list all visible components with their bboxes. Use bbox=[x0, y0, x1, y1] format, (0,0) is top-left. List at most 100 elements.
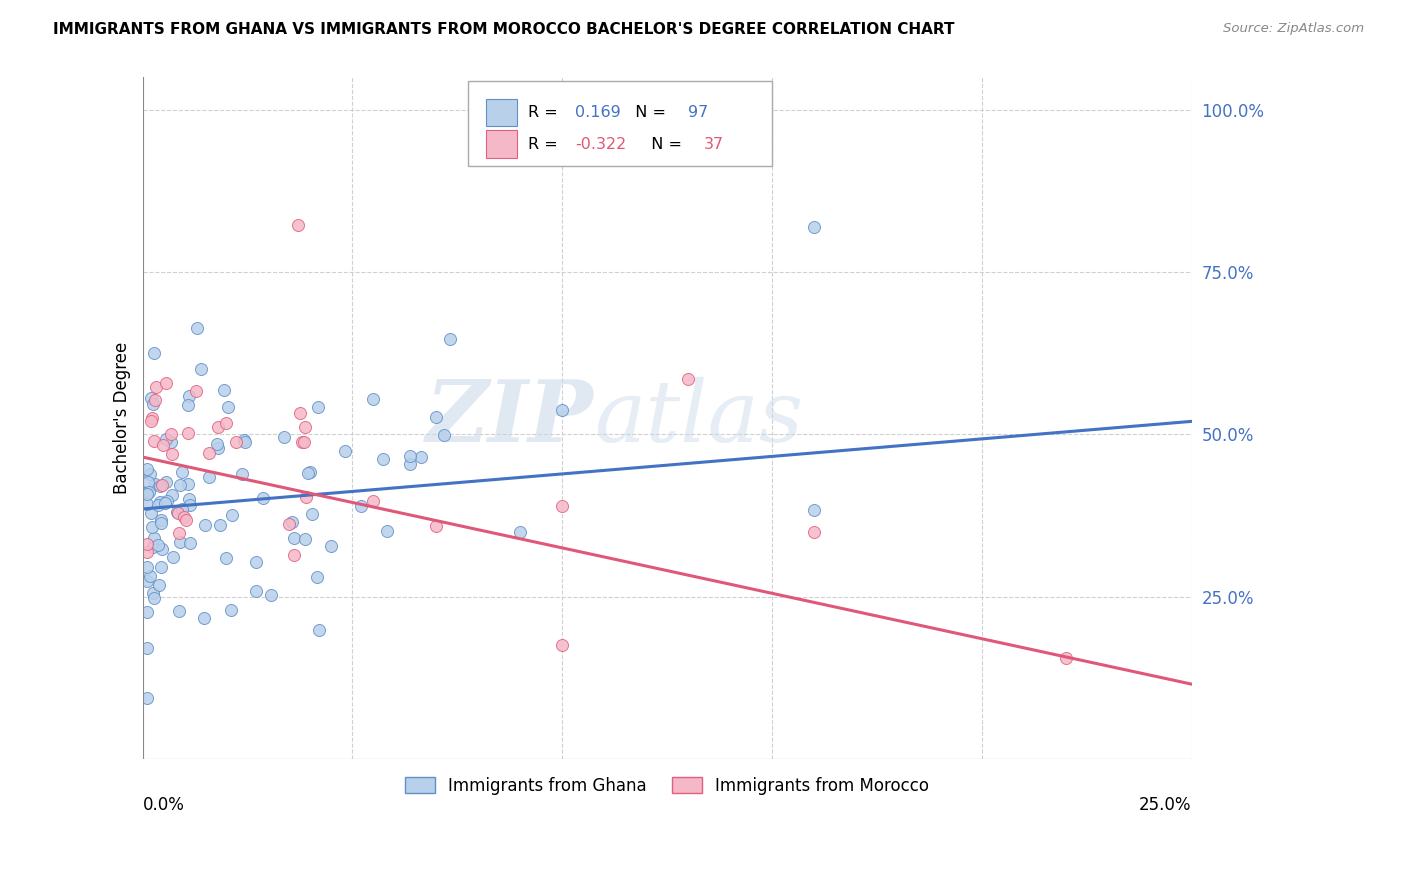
Point bbox=[803, 524, 825, 539]
Point bbox=[139, 506, 162, 520]
Text: -0.322: -0.322 bbox=[575, 136, 626, 152]
Point bbox=[509, 525, 531, 540]
Point bbox=[160, 427, 183, 442]
Point bbox=[167, 525, 190, 540]
Point bbox=[439, 332, 461, 346]
Point bbox=[177, 477, 200, 491]
Point bbox=[139, 392, 162, 406]
Point bbox=[139, 569, 162, 583]
Point bbox=[135, 574, 157, 589]
Text: 97: 97 bbox=[688, 105, 709, 120]
Point bbox=[273, 429, 295, 443]
Point bbox=[155, 376, 177, 391]
Point bbox=[156, 494, 179, 508]
Point bbox=[375, 524, 398, 538]
Point bbox=[217, 400, 239, 414]
Point bbox=[136, 461, 159, 475]
Point bbox=[135, 487, 157, 501]
Point bbox=[169, 535, 191, 549]
Text: 37: 37 bbox=[704, 136, 724, 152]
Point bbox=[301, 507, 323, 521]
Point bbox=[283, 549, 305, 563]
Point bbox=[231, 467, 253, 481]
Point bbox=[150, 478, 173, 492]
Point bbox=[233, 435, 256, 450]
Point bbox=[152, 438, 174, 452]
Point bbox=[142, 397, 165, 411]
Point bbox=[160, 447, 183, 461]
Point bbox=[141, 411, 163, 425]
Text: 0.0%: 0.0% bbox=[142, 797, 184, 814]
Point bbox=[551, 638, 574, 652]
Text: N =: N = bbox=[641, 136, 688, 152]
Point bbox=[142, 346, 165, 360]
Point bbox=[208, 517, 231, 532]
Point bbox=[198, 446, 221, 460]
Point bbox=[135, 605, 157, 619]
Point bbox=[135, 640, 157, 655]
Point bbox=[294, 419, 316, 434]
Point bbox=[283, 531, 305, 545]
Point bbox=[245, 583, 267, 598]
Point bbox=[177, 388, 200, 402]
Point bbox=[172, 501, 194, 516]
Point bbox=[155, 432, 177, 446]
Point bbox=[135, 559, 157, 574]
Point bbox=[139, 414, 162, 428]
Y-axis label: Bachelor's Degree: Bachelor's Degree bbox=[114, 342, 131, 494]
Point bbox=[179, 536, 201, 550]
Point bbox=[205, 436, 228, 450]
FancyBboxPatch shape bbox=[468, 81, 772, 166]
Point bbox=[160, 435, 183, 450]
Point bbox=[294, 532, 316, 546]
Point bbox=[142, 531, 165, 545]
Point bbox=[212, 383, 235, 397]
Point bbox=[150, 542, 173, 557]
Text: atlas: atlas bbox=[593, 376, 803, 459]
Point bbox=[170, 466, 193, 480]
Text: IMMIGRANTS FROM GHANA VS IMMIGRANTS FROM MOROCCO BACHELOR'S DEGREE CORRELATION C: IMMIGRANTS FROM GHANA VS IMMIGRANTS FROM… bbox=[53, 22, 955, 37]
Point bbox=[288, 406, 311, 420]
Text: R =: R = bbox=[527, 105, 562, 120]
Point bbox=[193, 611, 215, 625]
Point bbox=[215, 550, 238, 565]
Point bbox=[166, 507, 188, 521]
Point bbox=[167, 604, 190, 618]
Point bbox=[308, 624, 330, 638]
Point bbox=[135, 690, 157, 705]
Point bbox=[193, 517, 215, 532]
Point bbox=[433, 428, 456, 442]
Point bbox=[225, 434, 247, 449]
Point bbox=[145, 392, 167, 407]
Point bbox=[298, 465, 321, 479]
Text: ZIP: ZIP bbox=[426, 376, 593, 460]
Point bbox=[155, 475, 177, 490]
Point bbox=[162, 550, 184, 565]
Point bbox=[143, 477, 166, 491]
Point bbox=[149, 513, 172, 527]
Point bbox=[803, 219, 825, 234]
Point bbox=[350, 499, 373, 513]
Text: 25.0%: 25.0% bbox=[1139, 797, 1192, 814]
Point bbox=[135, 545, 157, 559]
Point bbox=[135, 485, 157, 500]
Point bbox=[138, 485, 160, 500]
Point bbox=[399, 457, 422, 471]
Point bbox=[153, 496, 176, 510]
Legend: Immigrants from Ghana, Immigrants from Morocco: Immigrants from Ghana, Immigrants from M… bbox=[398, 770, 936, 802]
Point bbox=[186, 321, 208, 335]
Point bbox=[176, 425, 198, 440]
Point bbox=[1054, 651, 1077, 665]
Point bbox=[174, 513, 197, 527]
Bar bbox=[485, 130, 517, 158]
Point bbox=[198, 470, 221, 484]
Point bbox=[149, 478, 172, 492]
Point bbox=[190, 362, 212, 376]
Point bbox=[551, 500, 574, 514]
Point bbox=[260, 588, 283, 602]
Point bbox=[221, 603, 243, 617]
Text: R =: R = bbox=[527, 136, 562, 152]
Point bbox=[141, 520, 163, 534]
Point bbox=[160, 488, 183, 502]
Point bbox=[169, 478, 191, 492]
